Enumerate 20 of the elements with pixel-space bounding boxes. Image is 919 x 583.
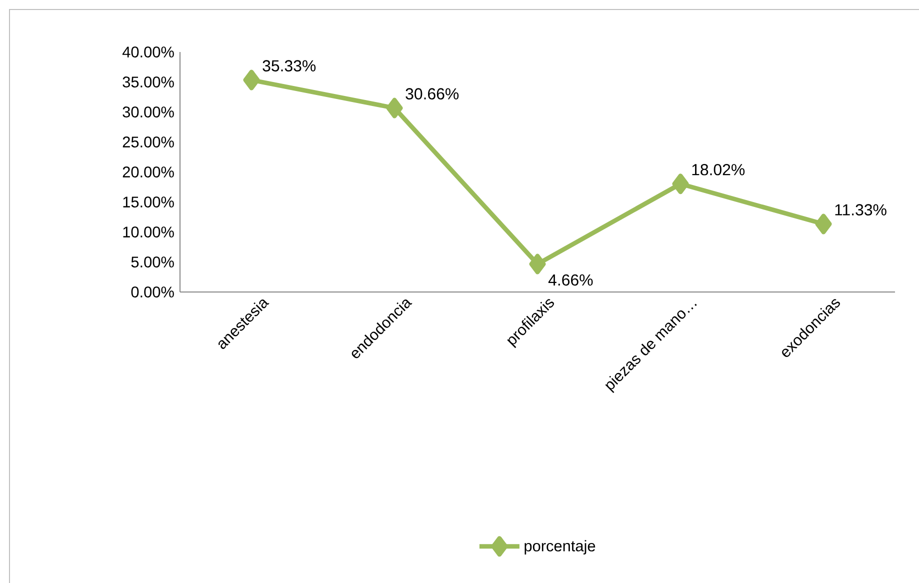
y-tick-label: 15.00% [123,196,174,208]
data-label: 35.33% [262,60,316,72]
data-label: 30.66% [406,88,459,100]
point [529,254,546,274]
point [672,174,689,194]
data-label: 11.33% [835,204,886,216]
y-tick-label: 5.00% [131,256,174,268]
point [815,214,832,234]
y-tick-label: 30.00% [122,106,174,118]
point [386,98,403,118]
y-tick-label: 25.00% [122,136,174,148]
legend-label: porcentaje [524,540,596,554]
y-tick-label: 10.00% [123,226,174,238]
y-tick-label: 35.00% [122,76,174,88]
point [243,70,260,90]
data-label: 18.02% [692,164,745,176]
data-label: 4.66% [548,274,593,286]
y-tick-label: 0.00% [131,286,174,298]
y-tick-label: 40.00% [122,46,174,58]
y-tick-label: 20.00% [122,166,174,178]
